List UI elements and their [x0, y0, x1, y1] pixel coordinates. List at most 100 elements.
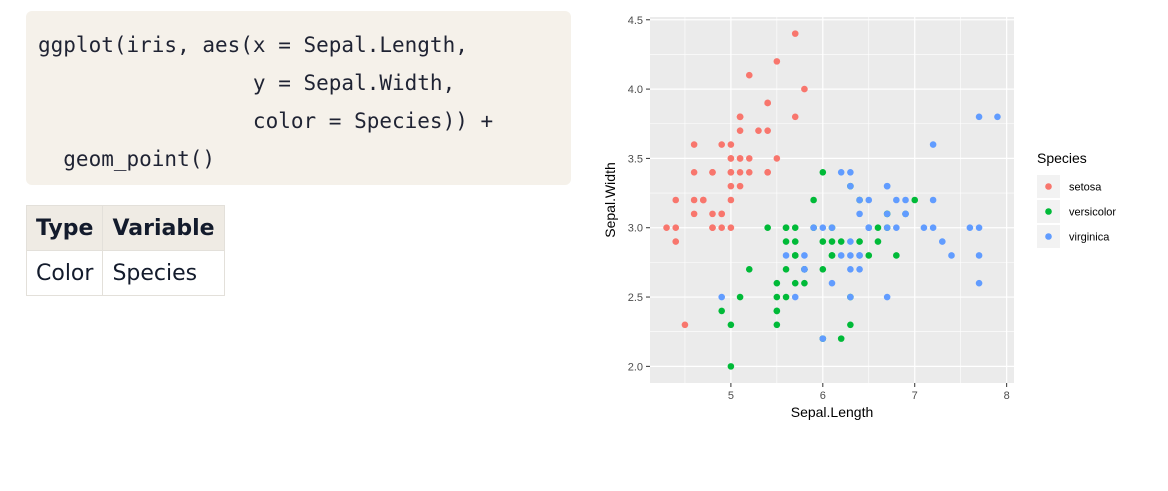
plot-panel	[650, 17, 1014, 383]
data-point-versicolor	[828, 252, 836, 259]
code-line: ggplot(iris, aes(x = Sepal.Length,	[38, 33, 468, 57]
data-point-setosa	[745, 155, 753, 162]
code-block: ggplot(iris, aes(x = Sepal.Length, y = S…	[26, 11, 571, 185]
data-point-versicolor	[782, 266, 790, 273]
data-point-setosa	[672, 224, 680, 232]
x-tick-label: 8	[1004, 390, 1010, 402]
data-point-versicolor	[865, 252, 873, 259]
data-point-setosa	[791, 30, 799, 37]
data-point-setosa	[681, 321, 689, 329]
data-point-virginica	[975, 279, 983, 287]
data-point-versicolor	[718, 307, 725, 315]
data-point-versicolor	[782, 238, 790, 245]
legend-key-setosa	[1045, 183, 1052, 190]
legend-key-virginica	[1045, 233, 1052, 240]
data-point-setosa	[727, 196, 735, 204]
y-tick-label: 2.5	[628, 292, 643, 304]
data-point-virginica	[975, 113, 983, 121]
data-point-virginica	[837, 252, 845, 259]
data-point-setosa	[727, 141, 735, 148]
y-tick-label: 2.0	[628, 361, 643, 373]
data-point-setosa	[791, 113, 799, 121]
data-point-versicolor	[837, 335, 845, 342]
data-point-versicolor	[801, 279, 808, 287]
data-point-setosa	[718, 224, 725, 232]
data-point-virginica	[865, 224, 873, 232]
data-point-virginica	[801, 266, 808, 273]
data-point-virginica	[975, 252, 983, 259]
data-point-virginica	[902, 196, 909, 204]
data-point-virginica	[847, 293, 854, 301]
data-point-versicolor	[856, 238, 863, 245]
x-axis-ticks: 5 6 7 8	[728, 383, 1010, 402]
data-point-virginica	[883, 210, 891, 218]
data-point-virginica	[856, 196, 863, 204]
data-point-virginica	[837, 168, 845, 176]
data-point-virginica	[929, 141, 937, 148]
data-point-setosa	[690, 168, 698, 176]
data-point-virginica	[929, 196, 937, 204]
data-point-versicolor	[791, 279, 799, 287]
data-point-versicolor	[791, 224, 799, 232]
data-point-setosa	[690, 196, 698, 204]
table-row: Color Species	[25, 250, 225, 296]
data-point-versicolor	[727, 363, 735, 370]
data-point-virginica	[847, 266, 854, 273]
data-point-versicolor	[819, 168, 827, 176]
table-header-row: Type Variable	[25, 205, 225, 251]
data-point-virginica	[893, 196, 900, 204]
data-point-versicolor	[847, 321, 854, 329]
data-point-virginica	[810, 224, 817, 232]
data-point-virginica	[847, 182, 854, 190]
header-type: Type	[25, 205, 104, 251]
data-point-virginica	[920, 224, 928, 232]
y-tick-label: 4.5	[628, 15, 643, 27]
data-point-setosa	[773, 58, 781, 65]
data-point-setosa	[690, 210, 698, 218]
data-point-setosa	[727, 155, 735, 162]
data-point-versicolor	[911, 196, 919, 204]
y-tick-label: 3.0	[628, 223, 643, 235]
data-point-versicolor	[773, 279, 781, 287]
data-point-virginica	[856, 252, 863, 259]
x-tick-label: 7	[912, 390, 918, 402]
data-point-setosa	[709, 210, 716, 218]
data-point-virginica	[865, 196, 873, 204]
data-point-versicolor	[773, 321, 781, 329]
data-point-versicolor	[745, 266, 753, 273]
data-point-versicolor	[810, 196, 817, 204]
scatter-plot: 5 6 7 8 2.0 2.5 3.0 3.5 4.0 4.5 Sepal.Length Sep…	[602, 15, 1116, 420]
data-point-setosa	[736, 168, 744, 176]
data-point-virginica	[883, 293, 891, 301]
data-point-virginica	[929, 224, 937, 232]
data-point-virginica	[782, 252, 790, 259]
data-point-setosa	[727, 182, 735, 190]
data-point-setosa	[718, 210, 725, 218]
data-point-setosa	[727, 168, 735, 176]
legend-label: setosa	[1069, 182, 1102, 194]
data-point-setosa	[764, 99, 771, 107]
data-point-setosa	[801, 85, 808, 93]
x-axis-label: Sepal.Length	[791, 404, 874, 420]
legend-label: virginica	[1069, 232, 1110, 244]
data-point-virginica	[828, 224, 836, 232]
data-point-virginica	[883, 224, 891, 232]
data-point-versicolor	[727, 321, 735, 329]
data-point-setosa	[745, 168, 753, 176]
data-point-versicolor	[828, 238, 836, 245]
data-point-setosa	[736, 127, 744, 134]
x-tick-label: 6	[820, 390, 826, 402]
data-point-setosa	[672, 238, 680, 245]
legend-label: versicolor	[1069, 207, 1116, 219]
data-point-setosa	[764, 168, 771, 176]
y-tick-label: 3.5	[628, 153, 643, 165]
data-point-virginica	[801, 252, 808, 259]
data-point-versicolor	[791, 252, 799, 259]
data-point-virginica	[948, 252, 955, 259]
data-point-setosa	[690, 141, 698, 148]
data-point-virginica	[883, 182, 891, 190]
code-line: geom_point()	[38, 147, 216, 171]
data-point-versicolor	[782, 224, 790, 232]
code-line: y = Sepal.Width,	[38, 71, 456, 95]
data-point-setosa	[663, 224, 670, 232]
